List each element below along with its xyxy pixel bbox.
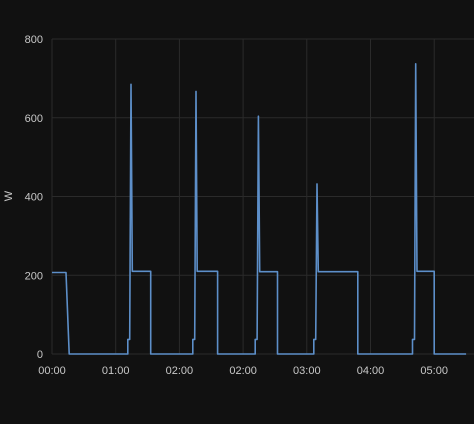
x-tick-label: 04:00	[357, 365, 385, 377]
x-tick-label: 01:00	[102, 365, 130, 377]
series-layer	[52, 63, 467, 355]
x-tick-label: 05:00	[420, 365, 448, 377]
x-axis-ticks: 00:00 01:00 02:00 02:00 03:00 04:00 05:00	[38, 365, 448, 377]
x-tick-label: 02:00	[229, 365, 257, 377]
y-tick-label: 400	[25, 192, 43, 204]
y-axis-title: W	[3, 190, 15, 201]
y-axis-ticks: 0 200 400 600 800	[25, 34, 43, 361]
x-tick-label: 00:00	[38, 365, 66, 377]
y-tick-label: 200	[25, 270, 43, 282]
y-tick-label: 0	[37, 349, 43, 361]
x-tick-label: 03:00	[293, 365, 321, 377]
y-tick-label: 800	[25, 34, 43, 46]
power-series-line	[52, 63, 467, 355]
y-tick-label: 600	[25, 113, 43, 125]
grid	[51, 38, 474, 355]
x-tick-label: 02:00	[166, 365, 194, 377]
